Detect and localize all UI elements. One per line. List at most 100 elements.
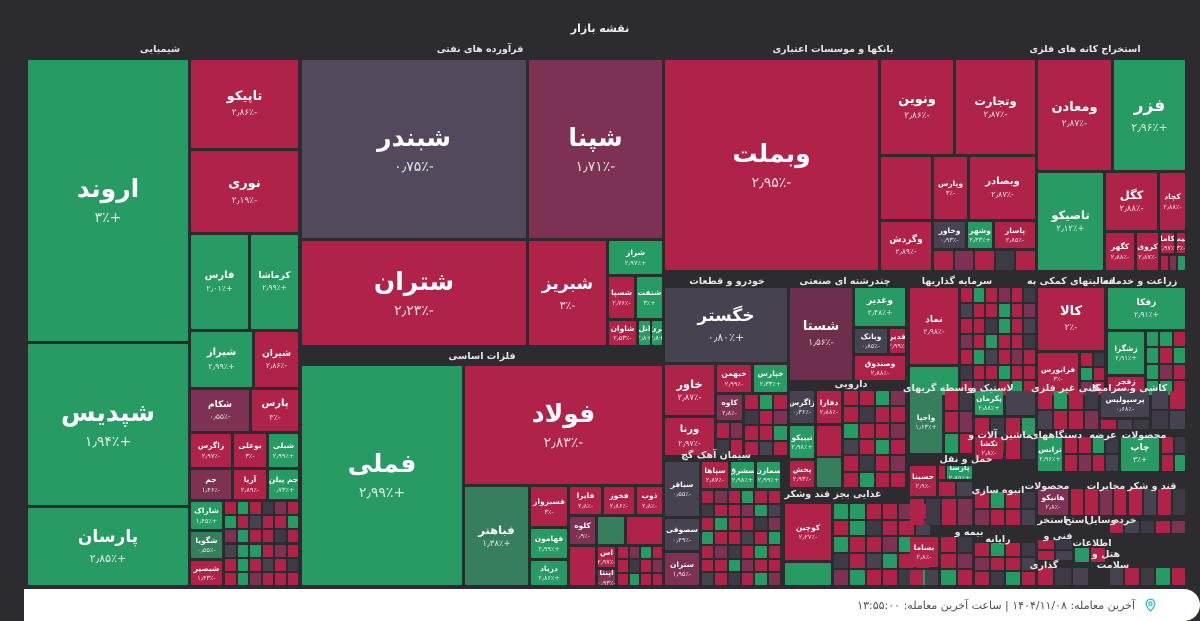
micro-tile[interactable] xyxy=(262,558,273,571)
micro-tile[interactable] xyxy=(755,545,767,558)
micro-tile[interactable] xyxy=(1072,568,1088,585)
micro-tile[interactable] xyxy=(986,334,997,349)
micro-tile[interactable] xyxy=(745,426,758,440)
treemap-tile[interactable]: کرماشا +۲٫۹۹٪ xyxy=(251,235,298,329)
micro-tile[interactable] xyxy=(834,504,849,519)
treemap-tile[interactable]: تاصیکو +۲٫۱۲٪ xyxy=(1038,173,1103,270)
micro-tile[interactable] xyxy=(1038,391,1052,409)
micro-tile[interactable] xyxy=(1056,551,1072,560)
treemap-tile[interactable]: شیراز +۲٫۹۹٪ xyxy=(191,332,252,387)
treemap-tile[interactable]: فایرا -۲٫۸٪ xyxy=(570,487,601,514)
treemap-tile[interactable]: شراز +۲٫۹۷٪ xyxy=(609,241,662,274)
micro-tile[interactable] xyxy=(875,456,890,471)
micro-tile[interactable] xyxy=(287,530,298,543)
micro-tile[interactable] xyxy=(275,502,286,515)
micro-tile[interactable] xyxy=(717,440,729,455)
treemap-tile[interactable]: کلوه -۰٫۹٪ xyxy=(570,517,595,544)
micro-tile[interactable] xyxy=(986,319,997,333)
micro-tile[interactable] xyxy=(1160,348,1172,363)
micro-tile[interactable] xyxy=(702,573,714,585)
treemap-tile[interactable]: اس-۲٫۹۷٪ xyxy=(598,547,615,567)
micro-tile[interactable] xyxy=(973,288,985,302)
micro-tile[interactable] xyxy=(1021,492,1035,508)
micro-tile[interactable] xyxy=(1024,288,1035,302)
micro-tile[interactable] xyxy=(774,426,787,440)
treemap-tile[interactable]: شتران -۲٫۲۳٪ xyxy=(302,241,526,345)
treemap-tile[interactable]: وصندوق -۲٫۸۸٪ xyxy=(855,356,905,380)
treemap-tile[interactable]: پارس -۳٪ xyxy=(252,390,298,431)
micro-tile[interactable] xyxy=(275,516,286,529)
micro-tile[interactable] xyxy=(250,558,261,571)
micro-tile[interactable] xyxy=(730,440,742,455)
treemap-tile[interactable]: فملی +۲٫۹۹٪ xyxy=(302,366,462,585)
treemap-tile[interactable]: فدیر-۲٫۹۹٪ xyxy=(890,329,905,353)
micro-tile[interactable] xyxy=(262,544,273,557)
treemap-tile[interactable]: سپاها -۲٫۸۷٪ xyxy=(702,462,728,488)
micro-tile[interactable] xyxy=(1053,391,1067,409)
micro-tile[interactable] xyxy=(275,572,286,585)
micro-tile[interactable] xyxy=(883,537,898,552)
micro-tile[interactable] xyxy=(883,520,898,536)
treemap-tile[interactable]: چاپ +۳٪ xyxy=(1121,437,1159,471)
micro-tile[interactable] xyxy=(910,570,923,585)
micro-tile[interactable] xyxy=(728,491,740,503)
micro-tile[interactable] xyxy=(844,440,858,455)
treemap-tile[interactable]: خگستر +۰٫۸۰٪ xyxy=(665,288,787,362)
micro-tile[interactable] xyxy=(1081,367,1092,381)
micro-tile[interactable] xyxy=(999,288,1010,302)
micro-tile[interactable] xyxy=(275,544,286,557)
treemap-tile[interactable]: وتجارت -۲٫۸۷٪ xyxy=(956,60,1035,154)
micro-tile[interactable] xyxy=(641,547,651,559)
micro-tile[interactable] xyxy=(866,570,881,585)
micro-tile[interactable] xyxy=(866,504,881,519)
micro-tile[interactable] xyxy=(866,520,881,536)
micro-tile[interactable] xyxy=(961,319,972,333)
micro-tile[interactable] xyxy=(1171,568,1185,585)
micro-tile[interactable] xyxy=(702,491,714,503)
micro-tile[interactable] xyxy=(768,518,780,531)
micro-tile[interactable] xyxy=(1092,437,1105,453)
micro-tile[interactable] xyxy=(225,544,236,557)
treemap-tile[interactable]: ونوین -۲٫۸۶٪ xyxy=(881,60,953,154)
micro-tile[interactable] xyxy=(961,303,972,318)
micro-tile[interactable] xyxy=(768,559,780,572)
micro-tile[interactable] xyxy=(1021,418,1035,435)
micro-tile[interactable] xyxy=(237,516,248,529)
micro-tile[interactable] xyxy=(844,407,858,422)
micro-tile[interactable] xyxy=(850,570,865,585)
micro-tile[interactable] xyxy=(957,537,972,552)
treemap-tile[interactable]: ومعادن -۲٫۸۷٪ xyxy=(1038,60,1111,170)
micro-tile[interactable] xyxy=(999,381,1010,395)
micro-tile[interactable] xyxy=(745,395,758,409)
treemap-tile[interactable]: وبملت -۲٫۹۵٪ xyxy=(665,60,878,270)
micro-tile[interactable] xyxy=(1173,332,1185,347)
micro-tile[interactable] xyxy=(1152,411,1168,429)
micro-tile[interactable] xyxy=(225,530,236,543)
micro-tile[interactable] xyxy=(973,381,985,395)
micro-tile[interactable] xyxy=(959,391,972,411)
treemap-tile[interactable]: شنفت +۳٪ xyxy=(637,277,662,318)
treemap-tile[interactable] xyxy=(785,563,831,585)
micro-tile[interactable] xyxy=(910,499,924,525)
micro-tile[interactable] xyxy=(973,334,985,349)
micro-tile[interactable] xyxy=(1006,572,1020,585)
micro-tile[interactable] xyxy=(925,570,938,585)
treemap-tile[interactable]: فرابورس -۳٪ xyxy=(1038,353,1078,395)
micro-tile[interactable] xyxy=(1081,382,1092,395)
treemap-tile[interactable]: آریا -۲٫۸۹٪ xyxy=(234,470,266,499)
treemap-tile[interactable]: زشگزا +۲٫۹۱٪ xyxy=(1108,332,1144,374)
micro-tile[interactable] xyxy=(859,423,874,438)
micro-tile[interactable] xyxy=(774,395,787,409)
micro-tile[interactable] xyxy=(702,559,714,572)
micro-tile[interactable] xyxy=(742,559,754,572)
micro-tile[interactable] xyxy=(755,532,767,544)
micro-tile[interactable] xyxy=(715,491,727,503)
micro-tile[interactable] xyxy=(1092,455,1105,471)
micro-tile[interactable] xyxy=(1173,380,1185,395)
location-pin-icon[interactable] xyxy=(1143,598,1158,613)
micro-tile[interactable] xyxy=(768,504,780,517)
treemap-tile[interactable]: ترانس +۲٫۹۶٪ xyxy=(1038,437,1062,471)
micro-tile[interactable] xyxy=(1158,489,1171,515)
micro-tile[interactable] xyxy=(1169,256,1177,270)
micro-tile[interactable] xyxy=(1106,455,1118,471)
